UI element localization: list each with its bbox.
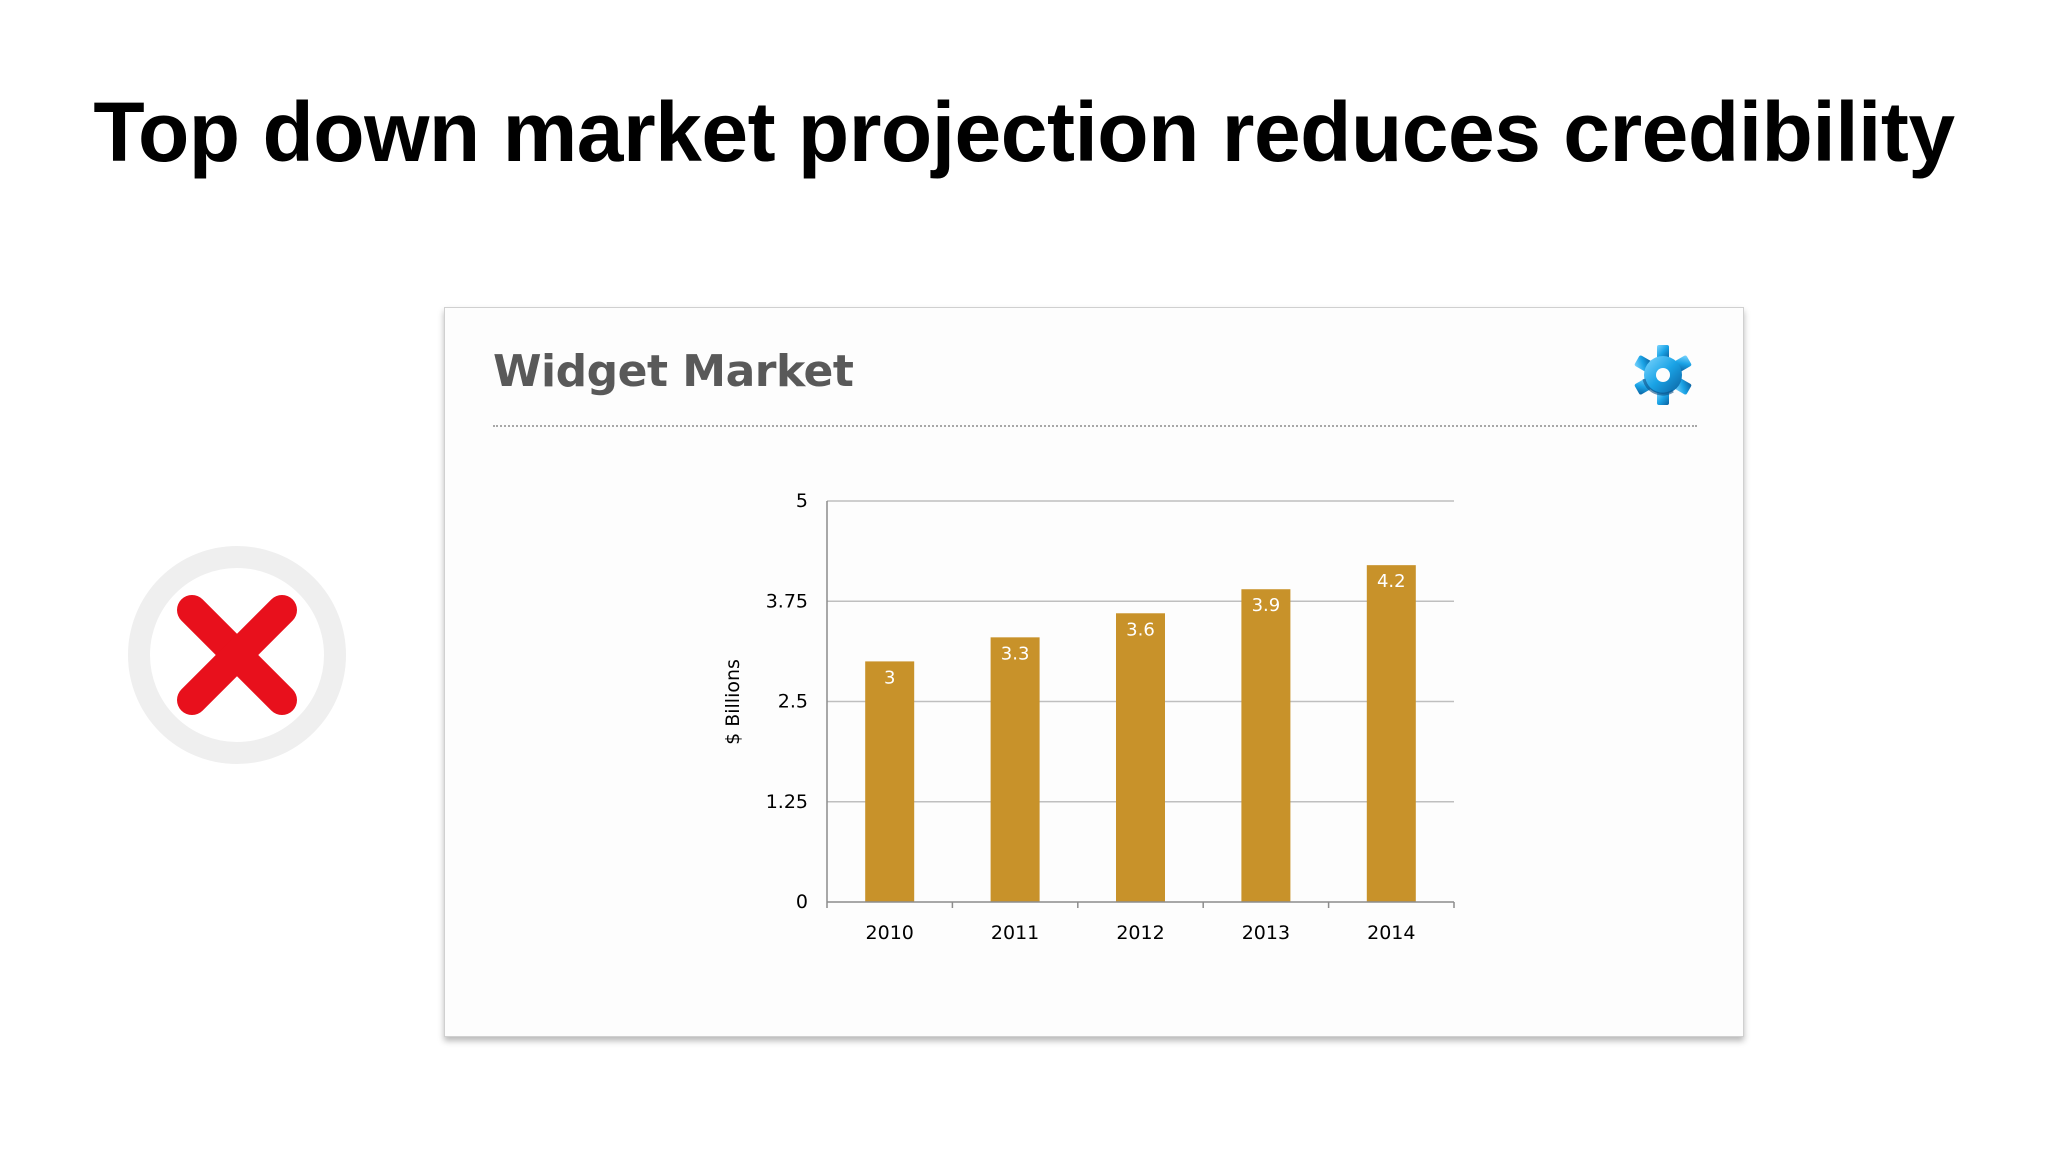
y-tick-labels: 0 1.25 2.5 3.75 5: [766, 490, 808, 913]
blue-gear-icon: [1634, 345, 1692, 405]
data-label: 3.6: [1126, 619, 1155, 640]
x-tick-label: 2012: [1116, 922, 1164, 944]
slide-title: Top down market projection reduces credi…: [93, 85, 1955, 179]
x-strokes: [177, 595, 297, 715]
y-tick-label: 5: [796, 490, 808, 512]
inner-slide-title: Widget Market: [493, 346, 854, 397]
red-x-icon: [128, 546, 346, 764]
data-label: 3.9: [1252, 595, 1281, 616]
bar: [990, 637, 1040, 902]
bar-chart: 01.252.53.755 2010 2011 2012 2013 2014 33.33…: [722, 490, 1455, 944]
bar: [865, 661, 915, 902]
badge-ring: [128, 546, 346, 764]
bar: [1241, 589, 1291, 902]
y-tick-label: 1.25: [766, 791, 808, 813]
x-tick-label: 2011: [991, 922, 1039, 944]
x-tick-label: 2014: [1367, 922, 1415, 944]
y-tick-label: 0: [796, 891, 808, 913]
bar: [1366, 565, 1416, 902]
title-divider: [493, 425, 1697, 427]
data-label: 3: [884, 667, 895, 688]
bar: [1116, 613, 1165, 902]
bars: [865, 565, 1416, 902]
embedded-slide: Widget Market 0: [444, 307, 1744, 1037]
x-tick-label: 2013: [1242, 922, 1290, 944]
data-label: 4.2: [1377, 571, 1406, 592]
x-tick-label: 2010: [866, 922, 914, 944]
data-labels: 3 3.3 3.6 3.9 4.2: [884, 571, 1406, 688]
data-label: 3.3: [1001, 643, 1030, 664]
x-tick-labels: 2010 2011 2012 2013 2014: [866, 922, 1416, 944]
y-tick-label: 3.75: [766, 590, 808, 612]
y-axis-label: $ Billions: [722, 659, 744, 745]
y-tick-label: 2.5: [778, 691, 808, 713]
axes: [826, 501, 1455, 908]
